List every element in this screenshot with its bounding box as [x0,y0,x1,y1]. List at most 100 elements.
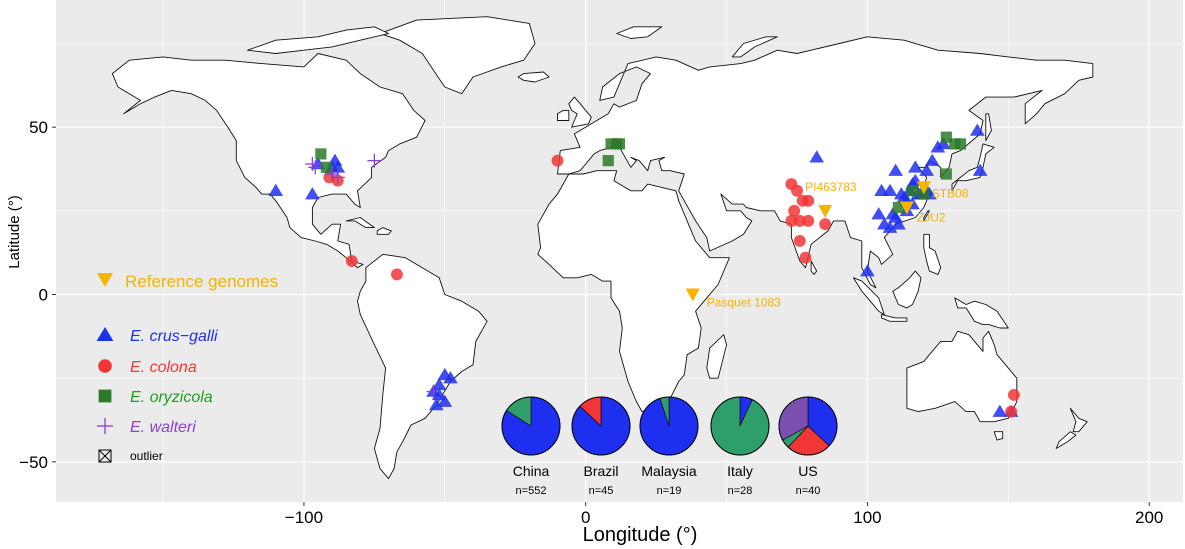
y-tick-label: 0 [39,286,48,305]
legend-walteri-label: E. walteri [130,419,196,436]
madagascar-land [706,334,728,379]
sakhalin-land [985,113,992,142]
borneo-land [892,270,922,309]
legend-reference-label: Reference genomes [125,272,278,291]
reference-genome-marker [916,181,931,195]
country-pie-charts: China n=552 Brazil n=45 Malaysia n=19 Italy n=2… [501,396,838,497]
oryzicola-point [949,138,961,150]
oryzicola-point [940,131,952,143]
crus-point [874,183,889,197]
oryzicola-point [906,185,919,197]
colona-point [1008,388,1020,401]
crus-point [896,190,912,203]
crus-point [919,163,934,176]
ireland-land [557,109,570,121]
walteri-point [305,156,320,171]
pie-country-label: Brazil [583,463,618,479]
crus-point [330,160,346,173]
pie-outline [778,396,838,456]
oryzicola-point [954,138,967,150]
crus-point [888,163,903,176]
svalbard-land [616,26,663,39]
australia-land [906,330,1018,423]
pie-country-label: Malaysia [641,463,696,479]
oryzicola-point [315,148,327,160]
oryzicola-point [602,155,614,167]
crus-point [437,394,453,407]
oryzicola-point [940,168,952,180]
axes: −100 0 100 200 50 0 −50 [19,118,1163,527]
crus-point [907,160,923,173]
reference-genome-label: PI463783 [805,180,857,194]
pie-chart-us: US n=40 [778,396,838,497]
crus-point [871,207,887,220]
cuba-land [345,217,375,229]
reference-genome-marker [685,288,700,302]
continents [111,16,1094,480]
colona-point [345,255,358,267]
africa-land [537,170,730,413]
north-america-land [111,53,426,269]
crus-point [992,404,1008,417]
legend-oryzicola-marker [98,389,112,403]
x-axis-title: Longitude (°) [583,524,698,546]
walteri-point [367,153,382,168]
x-tick-label: −100 [285,508,323,527]
pie-chart-brazil: Brazil n=45 [571,396,631,497]
legend-outlier-label: outlier [130,449,163,463]
pie-country-label: Italy [727,463,753,479]
colona-point [793,214,806,227]
philippines-land [923,233,942,275]
legend-crus-label: E. crus−galli [130,328,218,345]
crus-point [860,264,875,277]
y-tick-label: 50 [29,118,48,137]
reference-genome-marker [818,204,833,218]
pie-outline [639,396,699,456]
taiwan-land [923,210,930,222]
y-tick-label: −50 [19,453,48,472]
new-guinea-land [954,297,1009,329]
pie-country-label: China [513,463,550,479]
canadian-islands-land [247,26,389,54]
crus-point [891,217,906,230]
colona-point [1005,405,1018,418]
legend-oryzicola-label: E. oryzicola [130,389,213,406]
legend-crus-marker [96,327,114,341]
colona-point [551,154,564,167]
legend-colona-label: E. colona [130,359,197,376]
java-land [881,314,908,322]
south-america-land [357,253,488,480]
legend-reference-marker [97,273,113,287]
crus-point [936,136,951,150]
reference-genome-marker [899,201,914,215]
crus-point [268,183,284,197]
colona-point [785,214,798,227]
pie-outline [710,396,770,456]
colona-point [799,251,812,264]
colona-point [390,268,403,281]
pie-sample-count: n=28 [728,485,753,497]
crus-point [305,187,320,200]
reference-genome-label: Pasquet 1083 [707,296,781,310]
novaya-zemlya-land [731,36,778,58]
legend-outlier-box [98,449,112,463]
walteri-point [308,160,323,175]
crus-point [924,153,940,166]
colona-point [788,204,801,217]
colona-point [802,194,815,207]
pie-chart-china: China n=552 [501,396,561,497]
japan-land [951,143,995,192]
walteri-point [325,167,340,182]
pie-country-label: US [798,463,817,479]
oryzicola-point [320,161,333,173]
hispaniola-land [376,227,392,235]
colona-point [819,218,832,231]
greenland-land [379,16,536,95]
walteri-point [426,384,441,399]
reference-genome-label: ZJU2 [917,210,946,224]
colona-point [791,184,803,197]
reference-genome-label: STB08 [932,186,969,200]
britain-land [568,96,592,128]
tasmania-land [993,431,1004,441]
